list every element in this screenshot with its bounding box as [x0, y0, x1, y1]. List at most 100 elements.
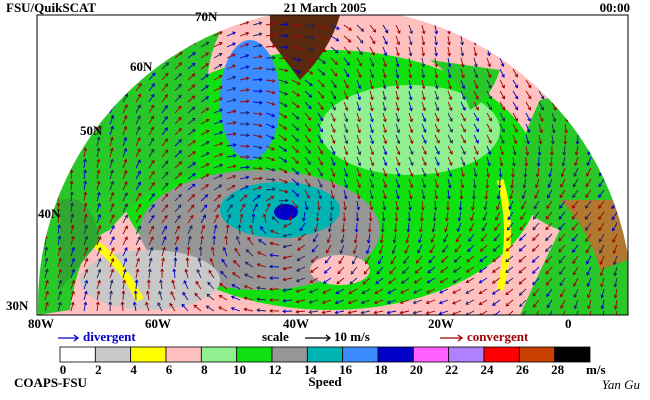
- wind-arrow: [395, 145, 401, 156]
- wind-arrow: [494, 222, 501, 232]
- wind-arrow: [545, 255, 553, 264]
- wind-arrow: [600, 299, 605, 310]
- wind-arrow: [200, 224, 206, 235]
- wind-arrow: [70, 147, 74, 158]
- wind-arrow: [265, 21, 276, 26]
- wind-arrow: [317, 24, 328, 29]
- wind-arrow: [226, 213, 232, 224]
- wind-arrow: [408, 35, 413, 46]
- wind-arrow: [317, 101, 324, 111]
- wind-arrow: [447, 134, 453, 144]
- wind-arrow: [122, 21, 133, 26]
- wind-arrow: [174, 214, 181, 224]
- colorbar-tick-label: 24: [481, 362, 495, 377]
- wind-arrow: [96, 63, 106, 70]
- wind-arrow: [468, 233, 475, 243]
- wind-arrow: [546, 299, 553, 309]
- wind-arrow: [330, 35, 340, 42]
- wind-arrow: [96, 224, 102, 235]
- wind-arrow: [57, 290, 62, 301]
- wind-arrow: [122, 247, 128, 257]
- wind-arrow: [460, 178, 465, 189]
- wind-arrow: [551, 24, 557, 34]
- wind-arrow: [369, 156, 375, 167]
- wind-arrow: [83, 53, 93, 59]
- wind-arrow: [200, 235, 205, 246]
- wind-arrow: [251, 213, 256, 224]
- wind-arrow: [374, 288, 384, 294]
- wind-arrow: [161, 257, 166, 268]
- wind-arrow: [356, 145, 362, 156]
- wind-arrow: [158, 290, 163, 301]
- wind-arrow: [343, 156, 349, 167]
- wind-arrow: [317, 134, 323, 144]
- wind-arrow: [612, 134, 618, 145]
- wind-arrow: [121, 290, 126, 301]
- colorbar-box: [200, 346, 238, 363]
- wind-arrow: [465, 288, 475, 294]
- wind-arrow: [382, 145, 388, 156]
- wind-arrow: [369, 90, 374, 101]
- wind-arrow: [291, 145, 299, 154]
- wind-arrow: [148, 51, 157, 59]
- wind-arrow: [213, 152, 224, 158]
- wind-arrow: [561, 156, 566, 167]
- wind-arrow: [521, 200, 527, 210]
- wind-arrow: [590, 68, 596, 78]
- wind-arrow: [551, 123, 556, 134]
- wind-arrow: [308, 299, 319, 304]
- wind-arrow: [160, 268, 164, 279]
- wind-arrow: [498, 167, 503, 178]
- wind-arrow: [577, 79, 583, 89]
- wind-arrow: [83, 158, 87, 169]
- wind-arrow: [295, 309, 306, 314]
- wind-arrow: [265, 123, 276, 129]
- wind-arrow: [343, 200, 348, 211]
- wind-arrow: [393, 222, 398, 233]
- wind-arrow: [479, 255, 488, 263]
- wind-arrow: [505, 288, 514, 296]
- wind-arrow: [577, 68, 584, 78]
- wind-arrow: [200, 118, 210, 125]
- wind-arrow: [83, 93, 90, 103]
- wind-arrow: [603, 57, 610, 67]
- wind-arrow: [369, 167, 375, 178]
- wind-arrow: [425, 310, 436, 315]
- wind-arrow: [559, 277, 566, 287]
- wind-arrow: [257, 251, 267, 257]
- wind-arrow: [519, 222, 527, 231]
- wind-arrow: [278, 112, 288, 119]
- wind-arrow: [244, 261, 254, 268]
- wind-arrow: [369, 189, 374, 200]
- wind-arrow: [446, 201, 450, 211]
- wind-arrow: [473, 123, 479, 133]
- wind-arrow: [360, 299, 371, 305]
- wind-arrow: [525, 46, 531, 56]
- wind-arrow: [460, 46, 465, 57]
- wind-arrow: [282, 277, 293, 282]
- wind-arrow: [330, 189, 335, 200]
- wind-arrow: [243, 285, 254, 290]
- wind-arrow: [551, 101, 557, 111]
- wind-arrow: [296, 255, 306, 261]
- colorbar: 0 2 4 6 8 10 12 14 16 18 20 22 24 26 28 m/s: [59, 346, 606, 377]
- wind-arrow: [317, 123, 323, 133]
- wind-arrow: [44, 290, 49, 301]
- wind-arrow: [304, 68, 314, 75]
- wind-arrow: [109, 72, 117, 81]
- wind-arrow: [356, 57, 362, 67]
- wind-arrow: [145, 301, 150, 312]
- wind-arrow: [512, 112, 518, 122]
- wind-arrow: [400, 288, 410, 294]
- wind-arrow: [343, 46, 351, 55]
- wind-arrow: [304, 134, 311, 144]
- wind-arrow: [564, 24, 570, 34]
- wind-arrow: [587, 134, 592, 145]
- wind-arrow: [600, 310, 605, 315]
- wind-arrow: [187, 52, 196, 59]
- map-area: [38, 15, 628, 315]
- wind-arrow: [213, 184, 223, 191]
- wind-arrow: [174, 72, 182, 81]
- wind-arrow: [425, 299, 436, 305]
- wind-arrow: [304, 123, 311, 132]
